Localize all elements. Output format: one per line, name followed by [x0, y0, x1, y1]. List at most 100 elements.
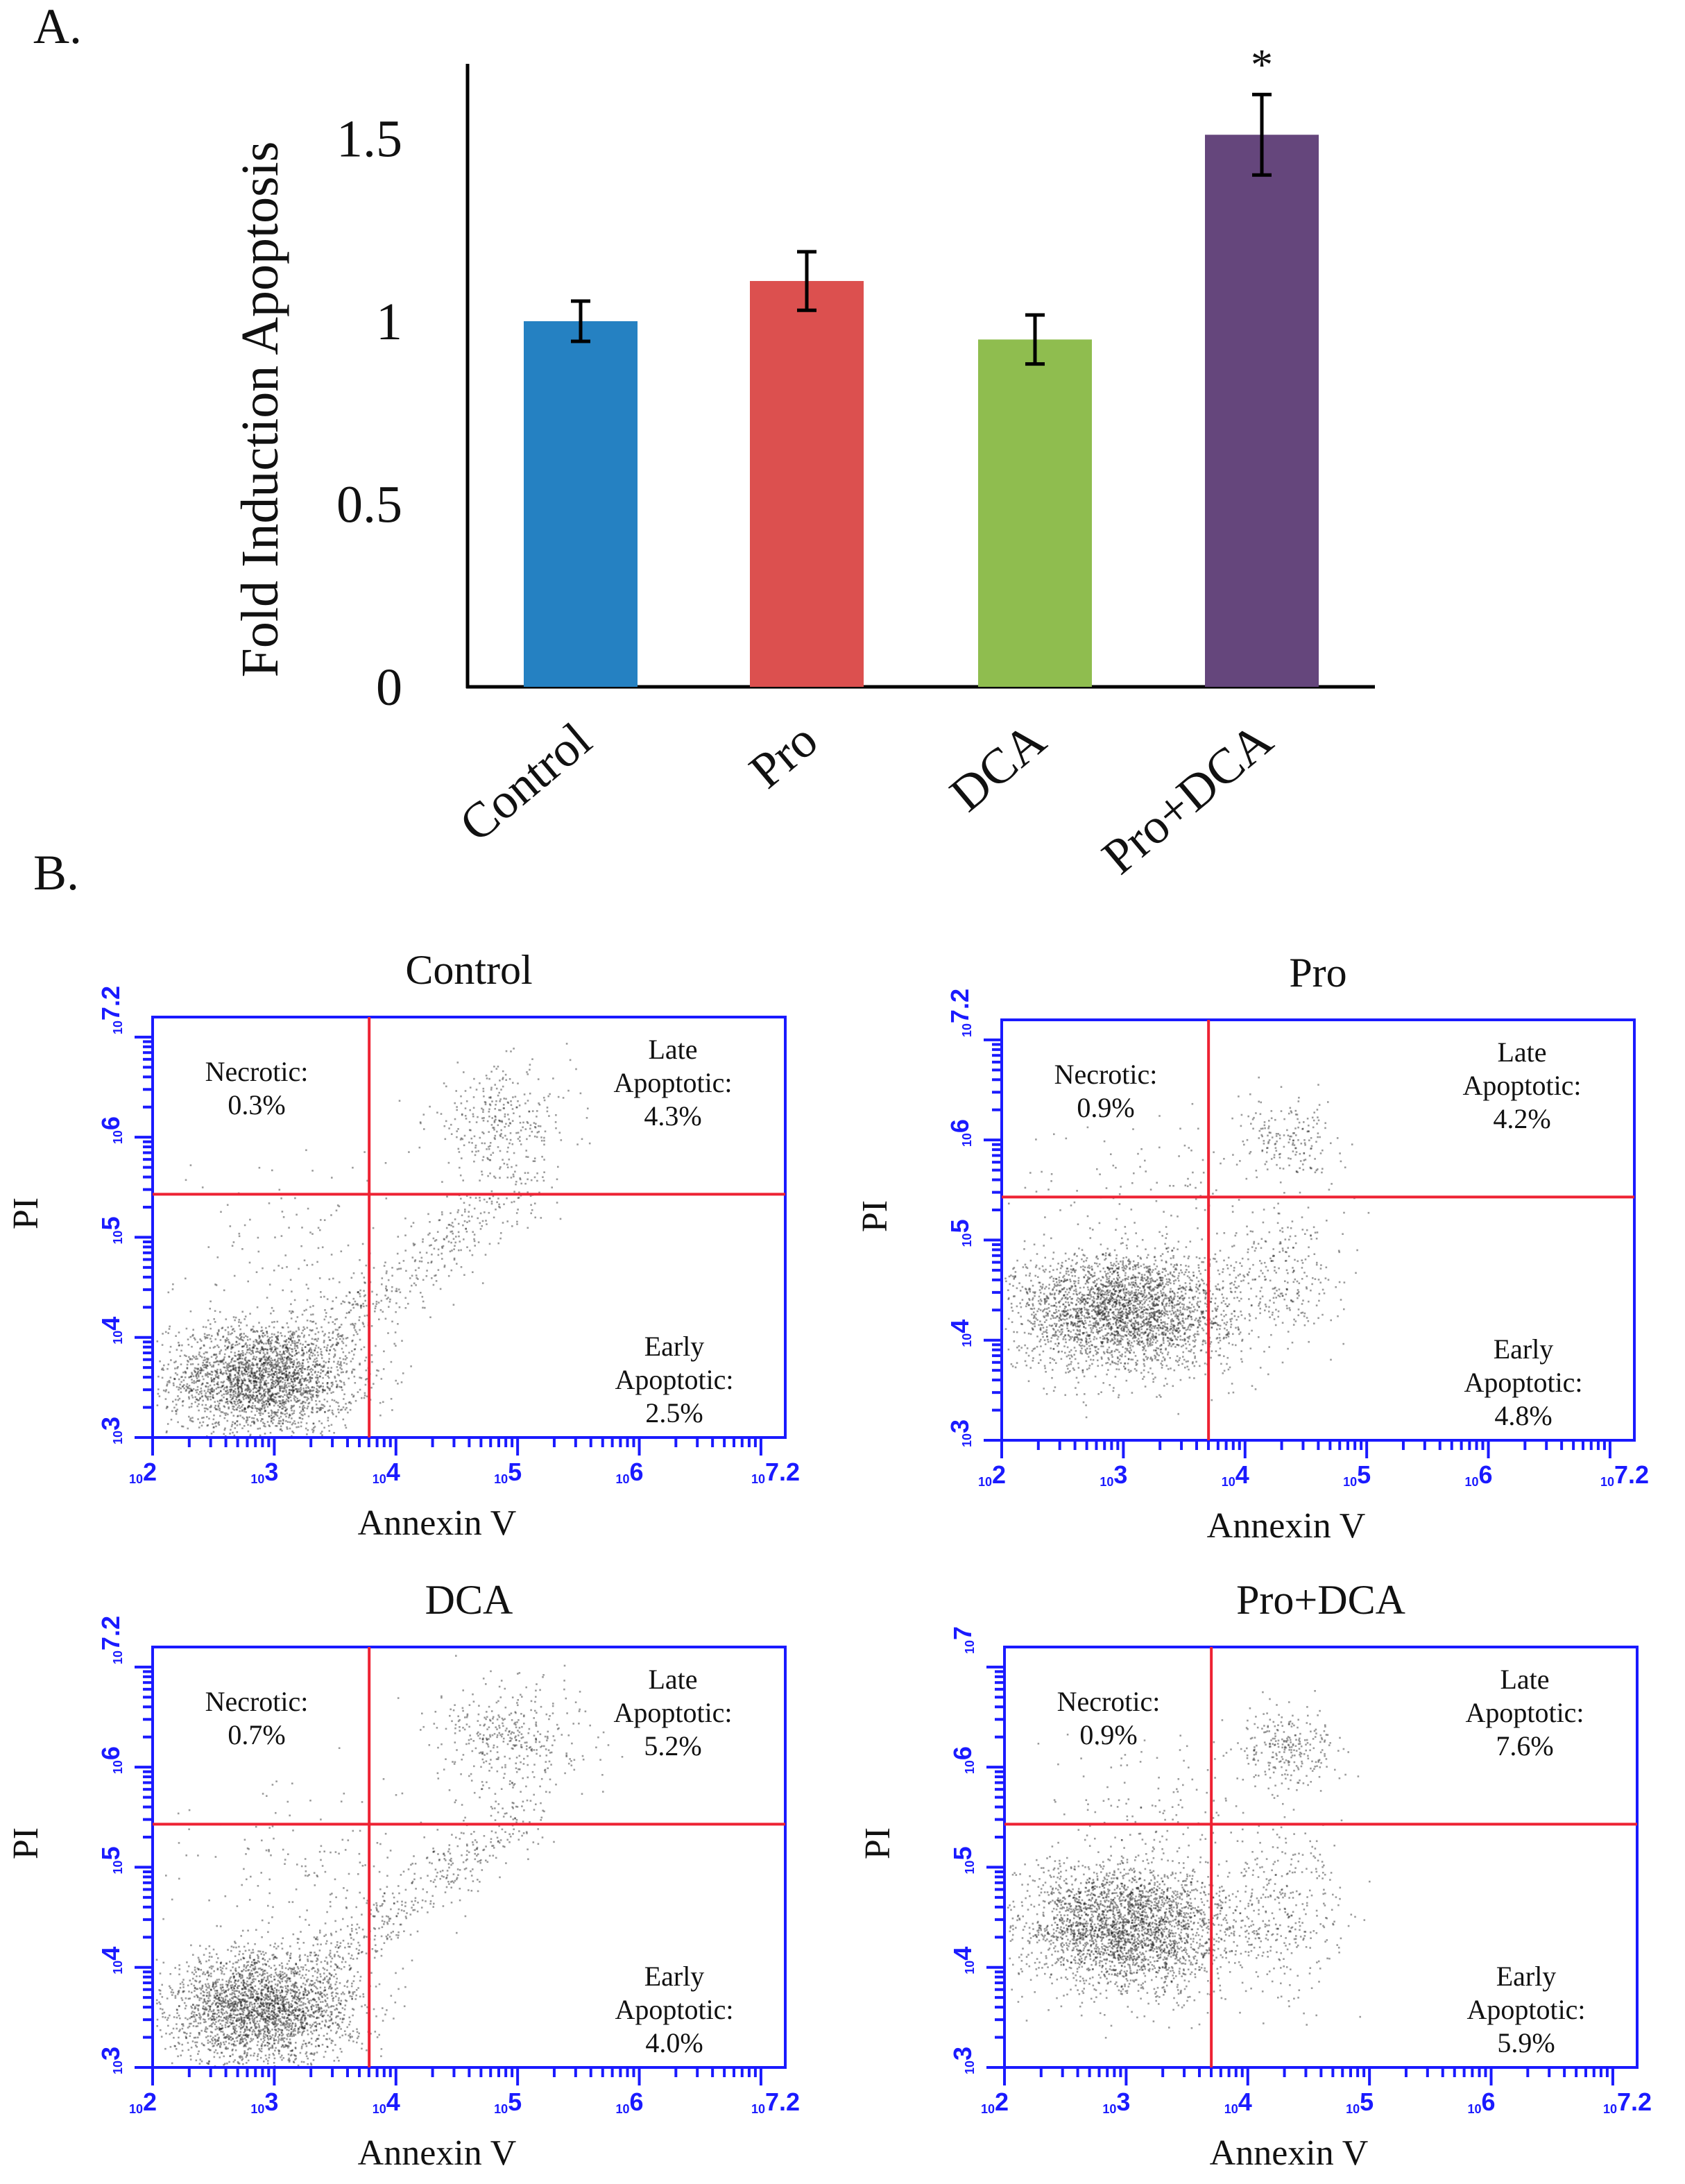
event-dot: [1087, 1308, 1090, 1311]
event-dot: [1187, 1326, 1190, 1329]
event-dot: [259, 1360, 261, 1362]
event-dot: [1039, 1309, 1042, 1311]
event-dot: [273, 1367, 275, 1370]
event-dot: [533, 1176, 536, 1179]
event-dot: [245, 1411, 247, 1413]
event-dot: [316, 1385, 318, 1387]
event-dot: [264, 1433, 266, 1435]
event-dot: [1167, 1297, 1170, 1299]
event-dot: [1074, 1271, 1076, 1273]
event-dot: [484, 1103, 487, 1106]
event-dot: [227, 1369, 229, 1371]
event-dot: [211, 1387, 214, 1390]
event-dot: [345, 1403, 347, 1405]
event-dot: [1192, 1274, 1195, 1277]
event-dot: [1088, 1265, 1090, 1267]
event-dot: [1129, 1267, 1131, 1269]
event-dot: [495, 1100, 497, 1102]
event-dot: [314, 1370, 316, 1373]
event-dot: [307, 1415, 310, 1417]
event-dot: [448, 1224, 451, 1226]
event-dot: [298, 1380, 301, 1383]
event-dot: [1238, 1333, 1240, 1336]
event-dot: [559, 1218, 562, 1220]
event-dot: [291, 1333, 293, 1336]
event-dot: [1218, 1333, 1221, 1336]
event-dot: [241, 1248, 243, 1250]
event-dot: [1134, 1327, 1136, 1330]
event-dot: [349, 1401, 351, 1404]
event-dot: [1179, 1311, 1182, 1314]
event-dot: [248, 1378, 250, 1381]
event-dot: [178, 1386, 180, 1389]
event-dot: [1096, 1288, 1098, 1290]
event-dot: [1043, 1321, 1046, 1323]
event-dot: [268, 1356, 271, 1358]
event-dot: [1068, 1371, 1070, 1374]
event-dot: [1044, 1302, 1046, 1305]
event-dot: [298, 1417, 301, 1419]
event-dot: [1083, 1306, 1086, 1308]
event-dot: [322, 1388, 324, 1390]
event-dot: [286, 1379, 289, 1381]
event-dot: [250, 1406, 253, 1408]
event-dot: [260, 1330, 262, 1332]
event-dot: [307, 1406, 309, 1408]
event-dot: [1067, 1322, 1069, 1324]
event-dot: [502, 1070, 504, 1073]
event-dot: [1063, 1311, 1066, 1313]
event-dot: [253, 1395, 255, 1397]
event-dot: [246, 1419, 249, 1422]
event-dot: [1139, 1302, 1142, 1304]
event-dot: [1103, 1318, 1106, 1320]
event-dot: [301, 1362, 304, 1364]
event-dot: [253, 1364, 255, 1367]
event-dot: [290, 1358, 292, 1360]
event-dot: [247, 1359, 249, 1362]
event-dot: [275, 1336, 277, 1338]
event-dot: [1062, 1303, 1065, 1306]
event-dot: [309, 1347, 311, 1349]
event-dot: [1120, 1289, 1122, 1292]
event-dot: [253, 1391, 255, 1394]
event-dot: [284, 1413, 286, 1415]
event-dot: [249, 1375, 252, 1377]
event-dot: [1122, 1319, 1124, 1321]
event-dot: [196, 1341, 199, 1343]
event-dot: [1043, 1331, 1045, 1333]
event-dot: [268, 1403, 271, 1406]
event-dot: [189, 1376, 191, 1379]
event-dot: [1124, 1268, 1127, 1270]
event-dot: [271, 1333, 273, 1336]
event-dot: [246, 1390, 248, 1392]
event-dot: [1075, 1317, 1077, 1319]
event-dot: [1106, 1333, 1108, 1336]
event-dot: [359, 1289, 361, 1292]
event-dot: [465, 1195, 468, 1197]
event-dot: [270, 1342, 272, 1345]
event-dot: [286, 1322, 289, 1324]
event-dot: [309, 1381, 311, 1383]
event-dot: [1152, 1302, 1154, 1304]
event-dot: [1156, 1311, 1158, 1313]
event-dot: [307, 1429, 309, 1431]
event-dot: [1063, 1318, 1066, 1321]
event-dot: [547, 1095, 549, 1098]
event-dot: [347, 1411, 349, 1414]
event-dot: [316, 1382, 318, 1385]
event-dot: [1156, 1299, 1158, 1301]
event-dot: [316, 1388, 318, 1390]
event-dot: [1128, 1259, 1130, 1261]
event-dot: [344, 1355, 347, 1357]
event-dot: [212, 1394, 214, 1397]
event-dot: [1099, 1309, 1101, 1311]
event-dot: [1080, 1311, 1083, 1313]
event-dot: [1101, 1364, 1104, 1367]
event-dot: [506, 1101, 509, 1104]
event-dot: [275, 1368, 277, 1370]
event-dot: [258, 1392, 261, 1394]
event-dot: [1024, 1263, 1027, 1266]
event-dot: [460, 1095, 462, 1098]
event-dot: [314, 1349, 316, 1352]
event-dot: [269, 1360, 272, 1362]
